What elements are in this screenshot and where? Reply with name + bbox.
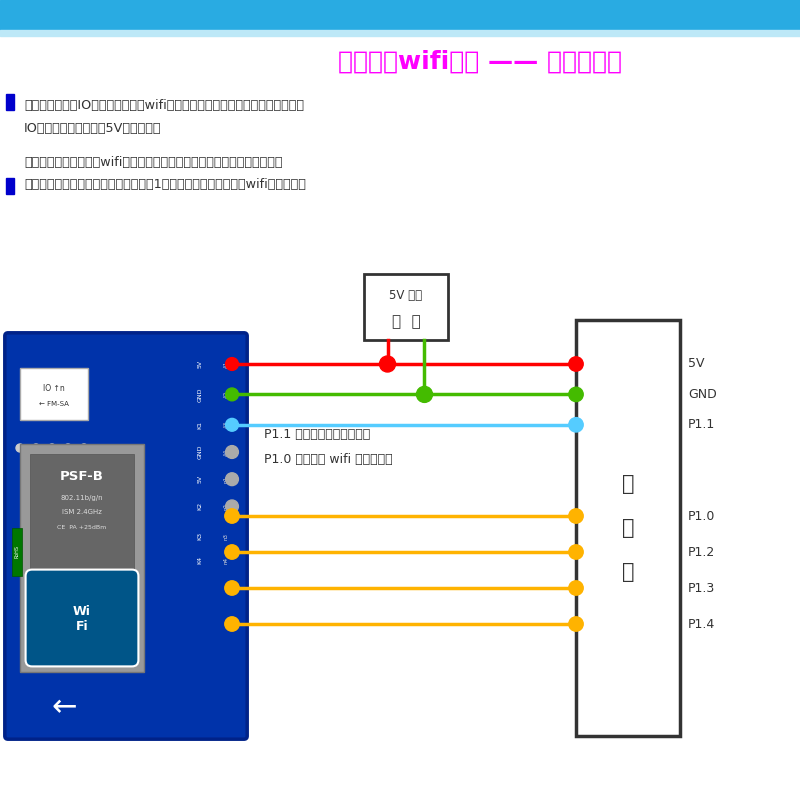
Text: RoHS: RoHS: [14, 546, 19, 558]
Circle shape: [569, 545, 583, 559]
Bar: [20, 444, 144, 672]
Circle shape: [226, 500, 238, 513]
Bar: [30, 454, 134, 662]
Bar: [0, 0, 800, 30]
Text: Fi: Fi: [76, 619, 88, 633]
Circle shape: [80, 444, 88, 452]
Circle shape: [417, 386, 433, 402]
FancyBboxPatch shape: [5, 333, 247, 739]
Circle shape: [569, 509, 583, 523]
Text: IO ↑n: IO ↑n: [42, 383, 65, 393]
Text: GND: GND: [688, 388, 717, 401]
Text: K3: K3: [198, 532, 202, 540]
Text: 5V: 5V: [198, 475, 202, 483]
Bar: [12, 528, 22, 576]
Circle shape: [225, 509, 239, 523]
Text: P1.1: P1.1: [688, 418, 715, 431]
Text: n1: n1: [224, 476, 229, 482]
Text: GND: GND: [198, 445, 202, 459]
Circle shape: [225, 581, 239, 595]
Circle shape: [379, 356, 395, 372]
FancyBboxPatch shape: [26, 570, 138, 666]
Text: A3: A3: [224, 421, 229, 429]
Bar: [6, 178, 14, 194]
Bar: [364, 274, 448, 340]
Circle shape: [569, 357, 583, 371]
Text: A4: A4: [224, 448, 229, 456]
Circle shape: [225, 545, 239, 559]
Text: GND: GND: [198, 387, 202, 402]
Circle shape: [48, 444, 56, 452]
Text: 组合采用单片机IO口连接方式，即wifi模块的输出口和配对键口分别与单片机的: 组合采用单片机IO口连接方式，即wifi模块的输出口和配对键口分别与单片机的: [24, 99, 304, 112]
Text: 发送指令。相当于手机远程给了单片机1个信号，给单片机加上了wifi控制功能。: 发送指令。相当于手机远程给了单片机1个信号，给单片机加上了wifi控制功能。: [24, 178, 306, 191]
Circle shape: [226, 446, 238, 458]
Circle shape: [226, 473, 238, 486]
Text: K2: K2: [198, 502, 202, 510]
Bar: [576, 320, 680, 736]
Circle shape: [32, 444, 40, 452]
Text: 5V 电源: 5V 电源: [390, 289, 422, 302]
Text: ＋  －: ＋ －: [392, 314, 420, 329]
Text: P1.2: P1.2: [688, 546, 715, 558]
Bar: [6, 94, 14, 110]
Text: 单片机与wifi模块 —— 实物连接图: 单片机与wifi模块 —— 实物连接图: [338, 50, 622, 74]
Circle shape: [225, 617, 239, 631]
Text: A2: A2: [224, 390, 229, 398]
Text: P1.1 口为控制进入配对状态
P1.0 口为获取 wifi 的高低电平: P1.1 口为控制进入配对状态 P1.0 口为获取 wifi 的高低电平: [264, 428, 393, 466]
Circle shape: [226, 418, 238, 431]
Text: P1.0: P1.0: [688, 510, 715, 522]
Text: 5V: 5V: [688, 358, 705, 370]
Text: 单
片
机: 单 片 机: [622, 474, 634, 582]
Circle shape: [569, 581, 583, 595]
Circle shape: [569, 418, 583, 432]
Text: n3: n3: [224, 533, 229, 539]
Circle shape: [569, 617, 583, 631]
Text: 802.11b/g/n: 802.11b/g/n: [61, 495, 103, 501]
Text: ← FM-SA: ← FM-SA: [38, 401, 69, 407]
Text: Wi: Wi: [73, 605, 91, 618]
Circle shape: [16, 444, 24, 452]
Text: ISM 2.4GHz: ISM 2.4GHz: [62, 510, 102, 515]
Circle shape: [64, 444, 72, 452]
Bar: [20, 368, 88, 420]
Text: 组合单片机可通过获取wifi模块的输出口高低电平情况，从而给单片机设备: 组合单片机可通过获取wifi模块的输出口高低电平情况，从而给单片机设备: [24, 156, 282, 169]
Bar: [0, 30, 800, 36]
Circle shape: [569, 387, 583, 402]
Text: IO口链接，然后都接上5V电源即可。: IO口链接，然后都接上5V电源即可。: [24, 122, 162, 134]
Text: CE  PA +25dBm: CE PA +25dBm: [58, 525, 106, 530]
Text: PSF-B: PSF-B: [60, 470, 104, 483]
Text: K4: K4: [198, 556, 202, 564]
Circle shape: [226, 388, 238, 401]
Text: 5V: 5V: [198, 360, 202, 368]
Text: n4: n4: [224, 557, 229, 563]
Text: n2: n2: [224, 503, 229, 510]
Text: P1.3: P1.3: [688, 582, 715, 594]
Circle shape: [226, 358, 238, 370]
Text: ←: ←: [51, 694, 77, 722]
Text: K1: K1: [198, 421, 202, 429]
Text: A1: A1: [224, 360, 229, 368]
Text: P1.4: P1.4: [688, 618, 715, 630]
